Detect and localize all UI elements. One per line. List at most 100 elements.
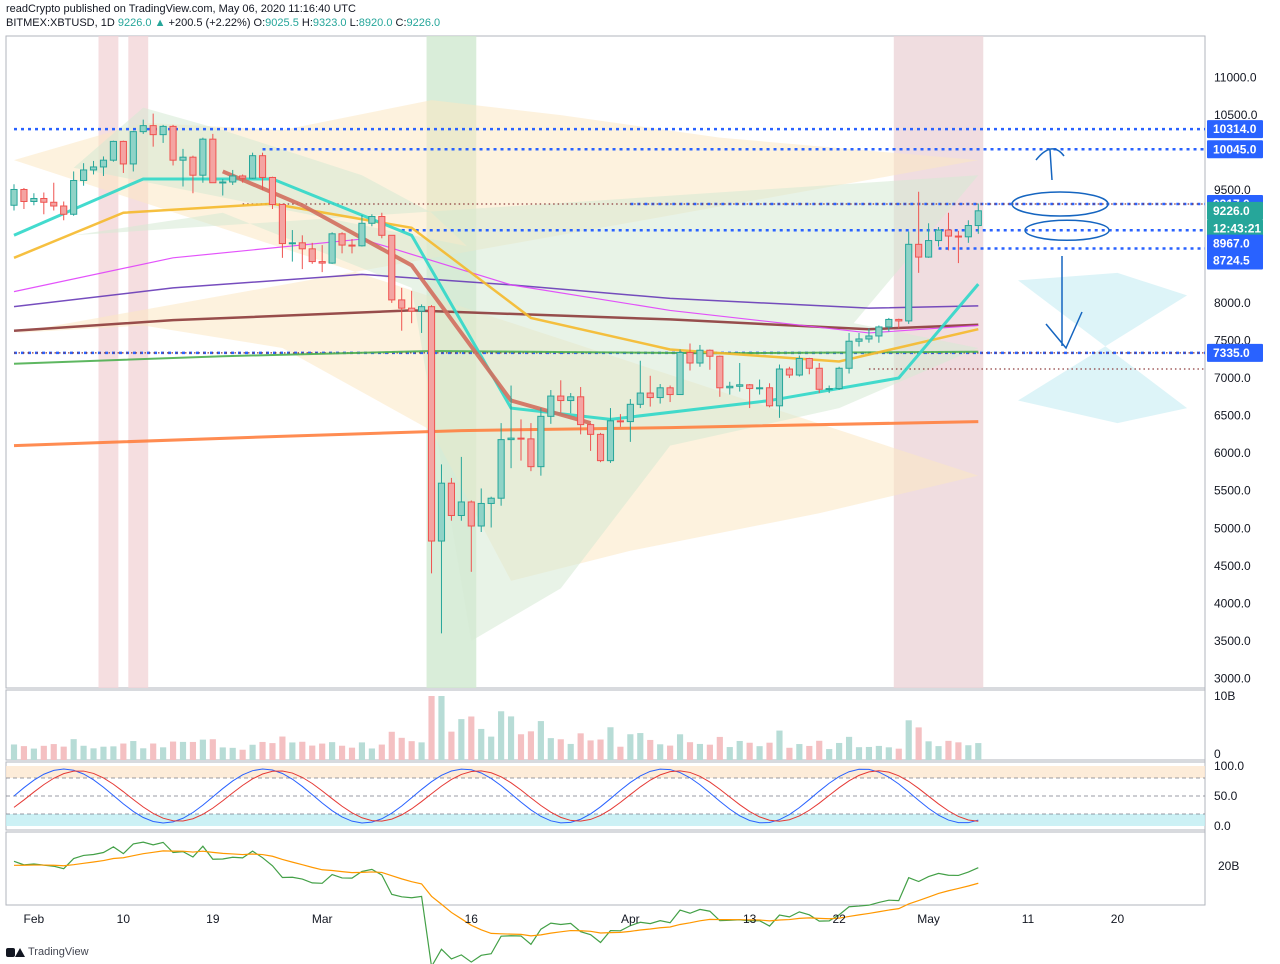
candle-body [159, 125, 167, 136]
candle-body [934, 229, 943, 242]
volume-bar [507, 716, 515, 760]
candle-body [318, 261, 326, 264]
candle-body [70, 179, 78, 215]
candle [785, 366, 793, 379]
candle [636, 360, 644, 409]
candle-body [885, 318, 893, 328]
volume-bar [150, 743, 157, 760]
volume-bar [696, 743, 704, 760]
price-tick-label: 3500.0 [1214, 634, 1251, 648]
candle-body [795, 357, 803, 376]
candle [308, 242, 316, 264]
price-label-text: 10045.0 [1213, 142, 1257, 156]
candle-body [477, 502, 485, 527]
candle [686, 343, 694, 371]
volume-bar [686, 742, 694, 760]
candle [437, 464, 446, 634]
volume-bar [766, 742, 773, 760]
price-label-text: 7335.0 [1213, 346, 1250, 360]
price-tick-label: 6500.0 [1214, 409, 1251, 423]
candle-body [447, 482, 455, 516]
candle [60, 201, 68, 221]
price-label-badge [1207, 201, 1263, 220]
candle-body [954, 235, 962, 238]
candle-body [974, 210, 982, 227]
candle-body [497, 439, 505, 499]
candle-body [557, 395, 565, 402]
volume-bar [338, 745, 346, 760]
volume-bar [557, 739, 564, 760]
volume-bar [30, 748, 37, 760]
candle [696, 344, 704, 367]
volume-bar [517, 734, 525, 760]
candle [378, 212, 386, 239]
volume-bar [667, 745, 674, 760]
candle [915, 191, 923, 273]
volume-bar [875, 745, 882, 760]
price-tick-label: 10500.0 [1214, 108, 1258, 122]
candle [89, 160, 98, 175]
candle-body [636, 392, 644, 405]
candle [447, 477, 455, 521]
candle [109, 140, 117, 162]
candle [229, 169, 237, 185]
price-tick-label: 4000.0 [1214, 596, 1251, 610]
candle [179, 148, 187, 187]
candle [199, 137, 207, 183]
stoch-d-line [13, 770, 979, 822]
price-label-text: 12:43:21 [1213, 222, 1261, 236]
volume-bar [617, 746, 624, 760]
candle [408, 290, 416, 324]
candle-body [964, 225, 972, 238]
volume-bar [458, 719, 465, 760]
volume-bar [925, 741, 932, 760]
price-tick-label: 5000.0 [1214, 521, 1251, 535]
volume-bar [259, 741, 266, 760]
stoch-oversold-zone [6, 814, 1205, 826]
candle-body [835, 367, 843, 390]
publish-info: readCrypto published on TradingView.com,… [6, 3, 356, 15]
volume-bar [179, 741, 187, 760]
candle-body [249, 155, 257, 179]
volume-bar [587, 740, 594, 760]
volume-bar [378, 744, 385, 760]
price-change: +200.5 (+2.22%) [168, 17, 251, 29]
candle-body [666, 387, 674, 396]
candle [596, 432, 605, 463]
volume-bar [895, 748, 902, 760]
candle [388, 234, 396, 303]
volume-bar [269, 743, 276, 760]
price-label-text: 10314.0 [1213, 122, 1257, 136]
volume-bar [478, 728, 485, 760]
candle-body [547, 395, 555, 417]
candle [726, 381, 734, 395]
candle-body [328, 233, 336, 264]
volume-bar [140, 748, 147, 760]
candle-body [119, 140, 127, 165]
time-tick-label: 10 [117, 912, 131, 926]
candle-body [358, 222, 366, 247]
candle [497, 423, 505, 506]
time-tick-label: May [917, 912, 940, 926]
candle-body [527, 438, 535, 468]
volume-bar [358, 742, 366, 760]
candle [189, 155, 197, 194]
volume-bar [975, 743, 982, 760]
candle [40, 192, 48, 215]
symbol-legend: BITMEX:XBTUSD, 1D 9226.0 ▲ +200.5 (+2.22… [6, 17, 440, 29]
candle-body [746, 384, 754, 390]
volume-bar [279, 736, 286, 760]
price-tick-label: 3000.0 [1214, 671, 1251, 685]
candle [457, 456, 465, 521]
candle-body [209, 138, 217, 184]
symbol-name[interactable]: BITMEX:XBTUSD, 1D [6, 17, 115, 29]
volume-bar [40, 745, 47, 760]
volume-bar [885, 747, 892, 760]
annotation-ellipse [1024, 219, 1110, 242]
volume-bar [796, 744, 803, 760]
candle-body [587, 424, 595, 435]
candle-body [915, 243, 923, 258]
volume-bar [716, 736, 723, 760]
candle [278, 203, 286, 258]
